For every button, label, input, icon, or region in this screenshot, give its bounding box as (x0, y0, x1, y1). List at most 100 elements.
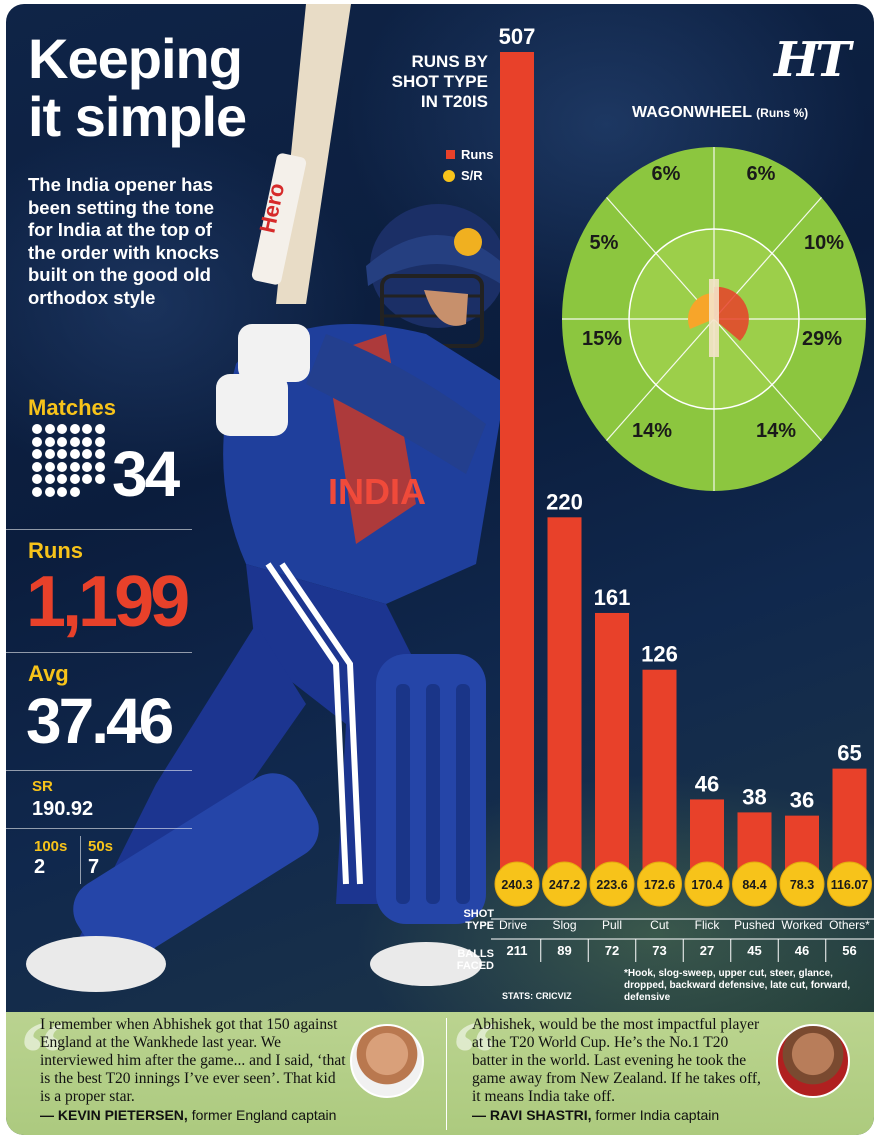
divider-5 (80, 836, 81, 884)
match-dot (32, 486, 42, 497)
match-dot (32, 449, 42, 459)
match-dot (32, 461, 42, 472)
quote-1-text: I remember when Abhishek got that 150 ag… (40, 1016, 346, 1105)
intro-text: The India opener has been setting the to… (28, 174, 220, 308)
runs-value: 1,199 (26, 562, 190, 642)
infographic-card: Hero INDIA Keeping it simple (6, 4, 874, 1135)
quote-2-attribution: — RAVI SHASTRI, former India captain (472, 1107, 719, 1123)
match-dot (44, 474, 55, 484)
match-dot (82, 461, 92, 472)
match-dot (69, 424, 80, 434)
match-dot (57, 424, 67, 434)
match-dot (44, 424, 55, 434)
balls-faced-value: 89 (557, 943, 571, 958)
match-dot (57, 449, 67, 459)
runs-bar (547, 517, 582, 884)
match-dot (69, 474, 80, 484)
wagonwheel-slice-label: 15% (582, 328, 622, 350)
fifties-label: 50s (88, 838, 114, 855)
match-dot (82, 474, 92, 484)
strike-rate-label: 172.6 (644, 878, 675, 892)
strike-rate-circle (637, 861, 682, 907)
wagonwheel-slice-label: 6% (652, 163, 681, 185)
runs-value-label: 507 (499, 24, 536, 49)
hundreds-value: 2 (34, 856, 46, 878)
shot-type-axis-label: SHOT TYPE (463, 908, 494, 932)
stats-credit: STATS: CRICVIZ (502, 991, 572, 1001)
wagonwheel-slice-label: 14% (756, 420, 796, 442)
wagonwheel-slice-label: 10% (804, 232, 844, 254)
wagonwheel-slice-label: 29% (802, 328, 842, 350)
headline-line-2: it simple (28, 85, 247, 148)
match-dot (57, 436, 67, 447)
wagonwheel-title: WAGONWHEEL (Runs %) (632, 104, 808, 122)
strike-rate-label: 170.4 (691, 878, 722, 892)
balls-faced-value: 56 (842, 943, 856, 958)
match-dot (44, 449, 55, 459)
strike-rate-label: 84.4 (742, 878, 766, 892)
shot-type-label: Pull (602, 918, 622, 932)
runs-bar (500, 52, 534, 884)
wagonwheel-slice-label: 5% (590, 232, 619, 254)
match-dot (94, 461, 105, 472)
divider-4 (6, 828, 192, 829)
match-dot (69, 461, 80, 472)
wagonwheel-slice-label: 6% (747, 163, 776, 185)
quote-1-role: former England captain (187, 1107, 337, 1123)
balls-faced-value: 73 (652, 943, 666, 958)
wagonwheel-sector-line (713, 318, 822, 442)
strike-rate-circle (827, 861, 872, 907)
shot-type-label: Cut (650, 918, 669, 932)
match-dot (32, 474, 42, 484)
quote-mark-right: “ (452, 1004, 497, 1103)
match-dot (32, 424, 42, 434)
shot-type-label: Worked (781, 918, 822, 932)
divider-2 (6, 652, 192, 653)
runs-bar (595, 612, 629, 884)
match-dot (94, 436, 105, 447)
headline-line-1: Keeping (28, 27, 243, 90)
wagonwheel-runs-wedge-leg (688, 293, 714, 329)
match-dot (44, 436, 55, 447)
legend-runs-swatch (446, 150, 455, 159)
divider-3 (6, 770, 192, 771)
strike-rate-circle (732, 861, 777, 907)
kevin-pietersen-avatar (350, 1024, 424, 1098)
match-dot (82, 424, 92, 434)
balls-faced-value: 46 (795, 943, 809, 958)
balls-faced-value: 27 (700, 943, 714, 958)
match-dot (94, 449, 105, 459)
quotes-divider (446, 1018, 447, 1130)
hundreds-label: 100s (34, 838, 68, 855)
matches-label: Matches (28, 395, 117, 420)
wagonwheel-slice-label: 14% (632, 420, 672, 442)
headline: Keeping it simple (28, 27, 247, 148)
strike-rate-circle (779, 861, 825, 907)
matches-value: 34 (112, 438, 180, 510)
match-dot (57, 474, 67, 484)
runs-value-label: 161 (594, 585, 631, 610)
legend-runs: Runs (446, 147, 494, 162)
match-dot (69, 486, 80, 497)
match-dot (44, 486, 55, 497)
chart-canvas: 507 240.3 Drive 211 220 247.2 Slog 89 161 223.6 Pu… (491, 24, 874, 962)
strike-rate-circle (684, 861, 730, 907)
legend-sr-swatch (443, 169, 455, 182)
strike-rate-label: 116.07 (831, 878, 869, 892)
wagonwheel-pitch (709, 279, 719, 357)
runs-value-label: 220 (546, 489, 583, 514)
runs-value-label: 36 (790, 788, 814, 813)
balls-faced-value: 72 (605, 943, 619, 958)
batter-illustration: Hero INDIA (26, 4, 506, 992)
legend-runs-label: Runs (461, 147, 494, 162)
quote-1-name: — KEVIN PIETERSEN, (40, 1107, 188, 1123)
balls-faced-axis-label: BALLS FACED (456, 948, 494, 972)
shot-type-label: Drive (499, 918, 527, 932)
match-dot (94, 424, 105, 434)
divider-1 (6, 529, 192, 530)
matches-dot-grid (32, 424, 108, 498)
strike-rate-label: 247.2 (549, 878, 580, 892)
fifties-value: 7 (88, 856, 100, 878)
match-dot (69, 449, 80, 459)
sr-value: 190.92 (32, 798, 94, 820)
